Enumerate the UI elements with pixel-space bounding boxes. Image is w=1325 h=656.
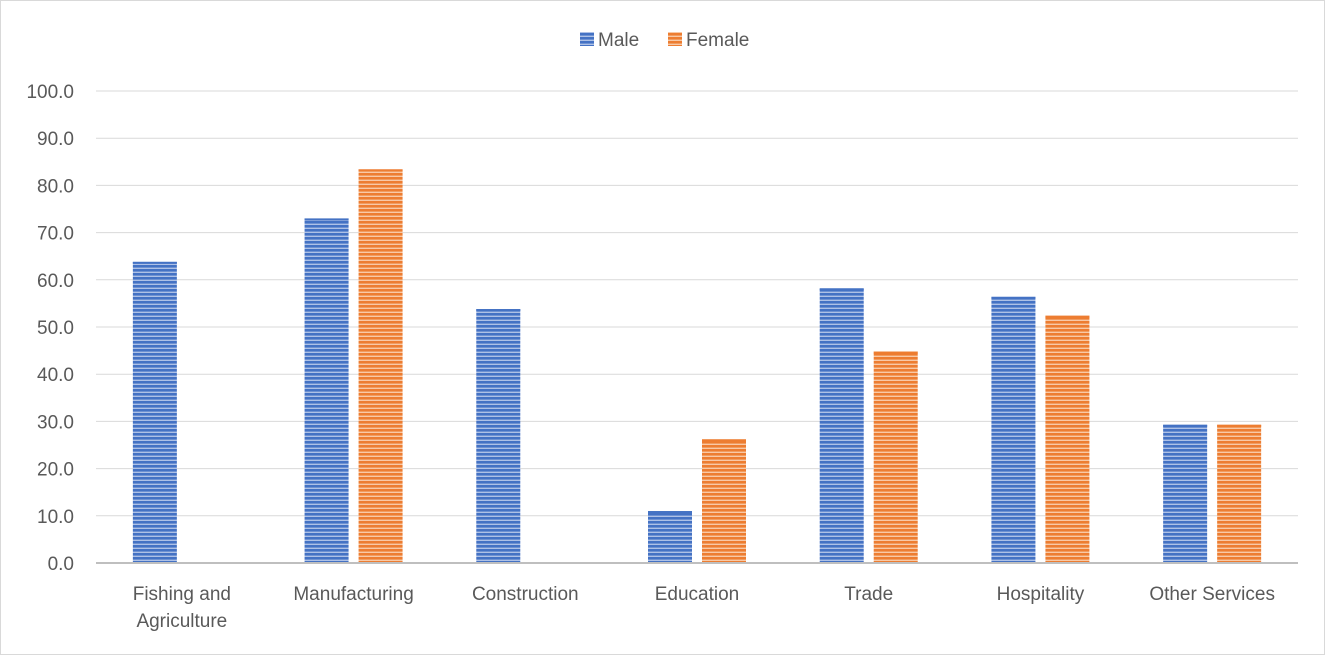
y-tick-label: 100.0 bbox=[26, 82, 74, 103]
bar-top-edge bbox=[991, 296, 1036, 299]
legend: Male Female bbox=[580, 30, 749, 51]
y-tick-label: 30.0 bbox=[37, 412, 74, 433]
bar-male bbox=[476, 309, 521, 563]
bar-top-edge bbox=[702, 439, 746, 442]
y-tick-label: 20.0 bbox=[37, 460, 74, 481]
bar-female bbox=[358, 169, 403, 564]
y-tick-label: 90.0 bbox=[37, 129, 74, 150]
bar-top-edge bbox=[476, 309, 521, 312]
y-axis-tick-labels: 0.0 10.0 20.0 30.0 40.0 50.0 60.0 70.0 80.0 90.0 1… bbox=[26, 82, 74, 575]
bar-top-edge bbox=[132, 261, 177, 264]
legend-swatch-female bbox=[668, 32, 682, 46]
y-tick-label: 80.0 bbox=[37, 176, 74, 197]
bar-top-edge bbox=[873, 351, 918, 354]
bar-female bbox=[1217, 424, 1262, 563]
bar-top-edge bbox=[1217, 424, 1262, 427]
bar-top-edge bbox=[304, 218, 349, 221]
y-tick-label: 40.0 bbox=[37, 365, 74, 386]
bar-female bbox=[1045, 315, 1090, 563]
x-category-label: Agriculture bbox=[136, 611, 227, 632]
bar-female bbox=[873, 351, 918, 563]
x-category-label: Manufacturing bbox=[293, 584, 413, 605]
y-tick-label: 50.0 bbox=[37, 318, 74, 339]
x-category-label: Education bbox=[655, 584, 740, 605]
legend-swatch-male bbox=[580, 32, 594, 46]
x-axis-category-labels: Fishing and Agriculture Manufacturing Const… bbox=[133, 584, 1275, 632]
x-category-label: Fishing and bbox=[133, 584, 231, 605]
bar-male bbox=[819, 288, 864, 563]
x-category-label: Trade bbox=[844, 584, 893, 605]
y-tick-label: 0.0 bbox=[48, 554, 74, 575]
bar-male bbox=[304, 218, 349, 563]
bars bbox=[132, 169, 1262, 564]
legend-label-female: Female bbox=[686, 30, 749, 51]
y-tick-label: 10.0 bbox=[37, 507, 74, 528]
legend-label-male: Male bbox=[598, 30, 639, 51]
bar-top-edge bbox=[1163, 424, 1208, 427]
x-category-label: Hospitality bbox=[997, 584, 1085, 605]
bar-male bbox=[991, 296, 1036, 563]
bar-male bbox=[648, 511, 692, 563]
bar-top-edge bbox=[648, 511, 692, 514]
bar-top-edge bbox=[819, 288, 864, 291]
y-tick-label: 60.0 bbox=[37, 271, 74, 292]
bar-top-edge bbox=[1045, 315, 1090, 318]
x-category-label: Construction bbox=[472, 584, 579, 605]
bar-male bbox=[1163, 424, 1208, 563]
gridlines bbox=[96, 90, 1298, 517]
bar-male bbox=[132, 261, 177, 563]
y-tick-label: 70.0 bbox=[37, 224, 74, 245]
bar-top-edge bbox=[358, 169, 403, 172]
x-category-label: Other Services bbox=[1149, 584, 1275, 605]
bar-female bbox=[702, 439, 746, 563]
